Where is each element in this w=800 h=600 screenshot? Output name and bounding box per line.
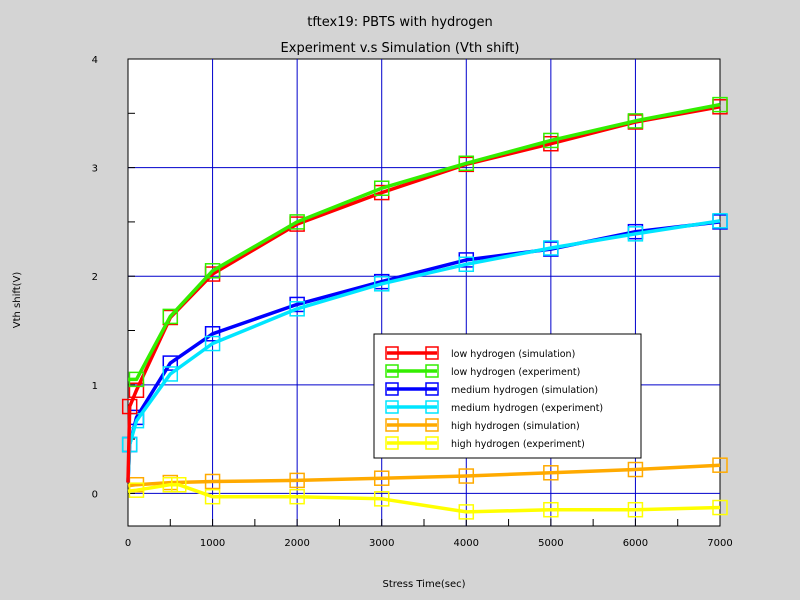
chart-subtitle: Experiment v.s Simulation (Vth shift) [281,41,520,56]
series-line [126,219,721,483]
legend-entry: high hydrogen (simulation) [385,418,580,432]
y-tick-label: 2 [92,272,98,283]
series-line [128,102,721,382]
data-point [121,398,138,415]
y-tick-label: 0 [92,489,98,500]
legend-entry: medium hydrogen (simulation) [385,382,598,396]
legend-label: low hydrogen (simulation) [451,349,575,360]
legend-swatch-marker [385,418,399,432]
data-point [162,476,179,493]
data-point [458,256,475,273]
legend-entry: low hydrogen (simulation) [385,346,575,360]
data-point [712,96,728,113]
data-point [458,468,475,484]
series-1 [128,96,728,388]
x-tick-label: 1000 [200,538,225,549]
series-5 [127,476,728,520]
legend-label: medium hydrogen (experiment) [451,403,603,414]
data-point [170,476,187,493]
data-point [289,301,305,317]
data-point [627,501,644,518]
series-layer [121,96,728,520]
data-point [128,371,145,388]
series-line [127,463,721,488]
legend-swatch-marker [385,400,399,414]
data-point [204,473,221,490]
series-line [126,105,721,483]
legend-entry: low hydrogen (experiment) [385,364,580,378]
legend-swatch-marker [385,346,399,360]
data-point [204,335,221,352]
data-point [543,465,559,481]
series-line [127,482,721,514]
legend: low hydrogen (simulation) low hydrogen (e… [373,333,642,459]
x-tick-label: 6000 [623,538,648,549]
x-tick-label: 5000 [538,538,563,549]
data-point [373,180,390,196]
y-tick-labels: 0 1 2 3 4 [92,55,98,500]
legend-swatch-marker [385,436,399,450]
data-point [543,132,559,149]
data-point [162,355,179,371]
data-point [204,326,221,342]
x-tick-label: 2000 [284,538,309,549]
legend-label: high hydrogen (experiment) [451,439,585,450]
legend-swatch-marker [425,418,439,432]
series-3 [121,213,728,483]
legend-entry: medium hydrogen (experiment) [385,400,603,414]
chart-title: tftex19: PBTS with hydrogen [307,15,493,30]
x-tick-label: 3000 [369,538,394,549]
data-point [289,472,305,489]
legend-swatch-marker [425,382,439,396]
data-point [289,214,305,230]
data-point [712,457,728,473]
y-axis-label: Vth shift(V) [12,272,23,329]
y-tick-label: 4 [92,55,98,66]
data-point [128,482,145,498]
legend-swatch-marker [425,400,439,414]
x-tick-labels: 0 1000 2000 3000 4000 5000 6000 7000 [125,538,733,549]
data-point [289,488,305,505]
data-point [712,213,728,229]
data-point [627,113,644,129]
data-point [543,501,559,518]
x-tick-label: 7000 [707,538,732,549]
x-axis-label: Stress Time(sec) [382,579,465,590]
data-point [458,504,475,520]
data-point [128,382,145,398]
data-point [627,226,644,242]
legend-swatch-marker [425,364,439,378]
legend-swatch-marker [385,364,399,378]
x-tick-label: 0 [125,538,131,549]
legend-label: high hydrogen (simulation) [451,421,580,432]
data-point [712,499,728,516]
x-tick-label: 4000 [454,538,479,549]
y-tick-label: 1 [92,381,98,392]
legend-label: low hydrogen (experiment) [451,367,580,378]
data-point [162,308,179,325]
legend-label: medium hydrogen (simulation) [451,385,598,396]
data-point [458,155,475,172]
legend-swatch-marker [385,382,399,396]
data-point [627,461,644,478]
legend-swatch-marker [425,346,439,360]
data-point [204,488,221,505]
data-point [543,240,559,256]
data-point [204,263,221,279]
y-tick-label: 3 [92,164,98,175]
legend-swatch-marker [425,436,439,450]
data-point [373,470,390,486]
data-point [373,491,390,507]
legend-entry: high hydrogen (experiment) [385,436,585,450]
data-point [162,366,179,382]
data-point [373,276,390,292]
